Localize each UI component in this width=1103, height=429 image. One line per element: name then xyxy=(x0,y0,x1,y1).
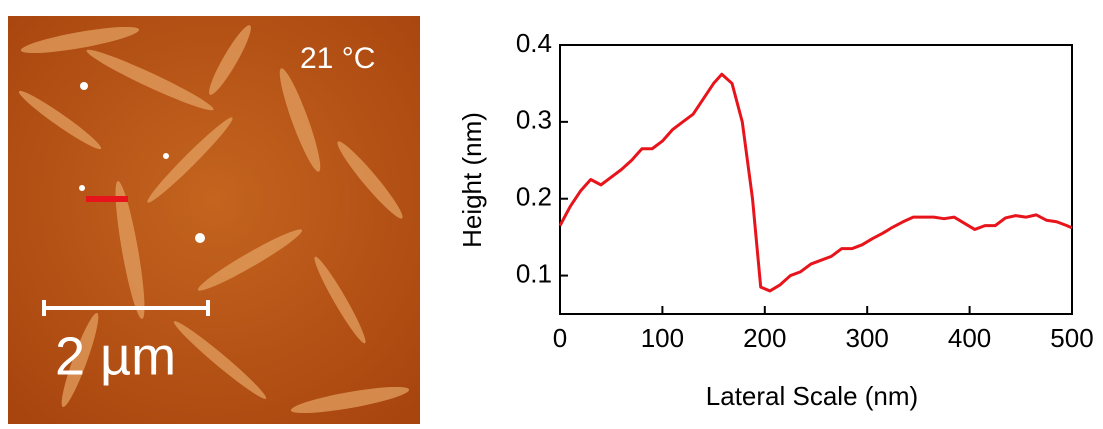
data-line xyxy=(558,72,1073,293)
x-tick-label: 200 xyxy=(743,323,786,353)
x-tick-label: 100 xyxy=(641,323,684,353)
y-tick-label: 0.3 xyxy=(516,105,552,135)
x-tick-label: 300 xyxy=(846,323,889,353)
x-tick-label: 0 xyxy=(553,323,567,353)
x-tick-label: 400 xyxy=(948,323,991,353)
plot-frame xyxy=(559,44,1073,315)
x-axis-label: Lateral Scale (nm) xyxy=(706,381,918,411)
y-tick-label: 0.1 xyxy=(516,258,552,288)
temperature-label: 21 °C xyxy=(300,42,375,75)
y-tick-label: 0.4 xyxy=(516,28,552,58)
x-tick-label: 500 xyxy=(1050,323,1093,353)
y-axis-label: Height (nm) xyxy=(457,112,487,248)
y-tick-label: 0.2 xyxy=(516,182,552,212)
scale-bar-label: 2 µm xyxy=(55,326,176,386)
afm-image: 21 °C 2 µm xyxy=(8,16,420,424)
